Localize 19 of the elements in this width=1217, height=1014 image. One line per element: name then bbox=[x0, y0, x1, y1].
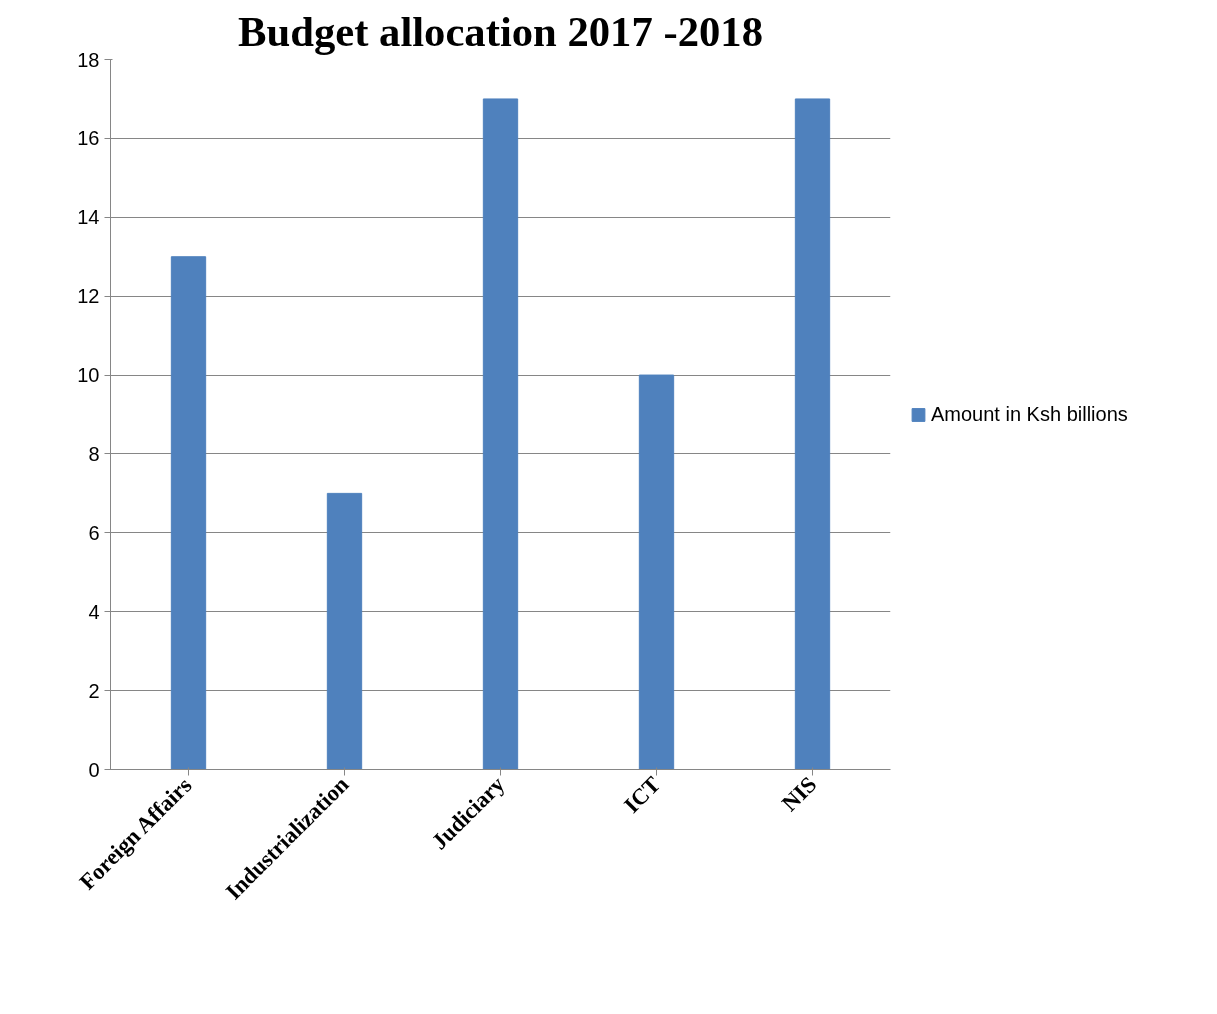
y-tick-label: 18 bbox=[77, 48, 100, 71]
bar bbox=[326, 492, 363, 770]
bar bbox=[638, 374, 675, 770]
y-tick-label: 2 bbox=[88, 679, 100, 702]
y-tick-label: 8 bbox=[88, 442, 100, 465]
y-tick-label: 0 bbox=[88, 758, 100, 781]
y-tick-label: 10 bbox=[77, 364, 100, 387]
bar bbox=[170, 256, 207, 770]
bar bbox=[794, 98, 831, 770]
bar bbox=[482, 98, 519, 770]
y-tick-label: 12 bbox=[77, 285, 100, 308]
legend-label: Amount in Ksh billions bbox=[931, 402, 1128, 426]
y-tick-label: 6 bbox=[88, 521, 100, 544]
y-tick-label: 16 bbox=[77, 127, 100, 150]
y-tick-label: 4 bbox=[88, 600, 100, 623]
chart-title: Budget allocation 2017 -2018 bbox=[238, 7, 763, 55]
x-tick-label: ICT bbox=[619, 771, 666, 818]
x-tick-label: NIS bbox=[776, 771, 822, 817]
y-tick-label: 14 bbox=[77, 206, 100, 229]
